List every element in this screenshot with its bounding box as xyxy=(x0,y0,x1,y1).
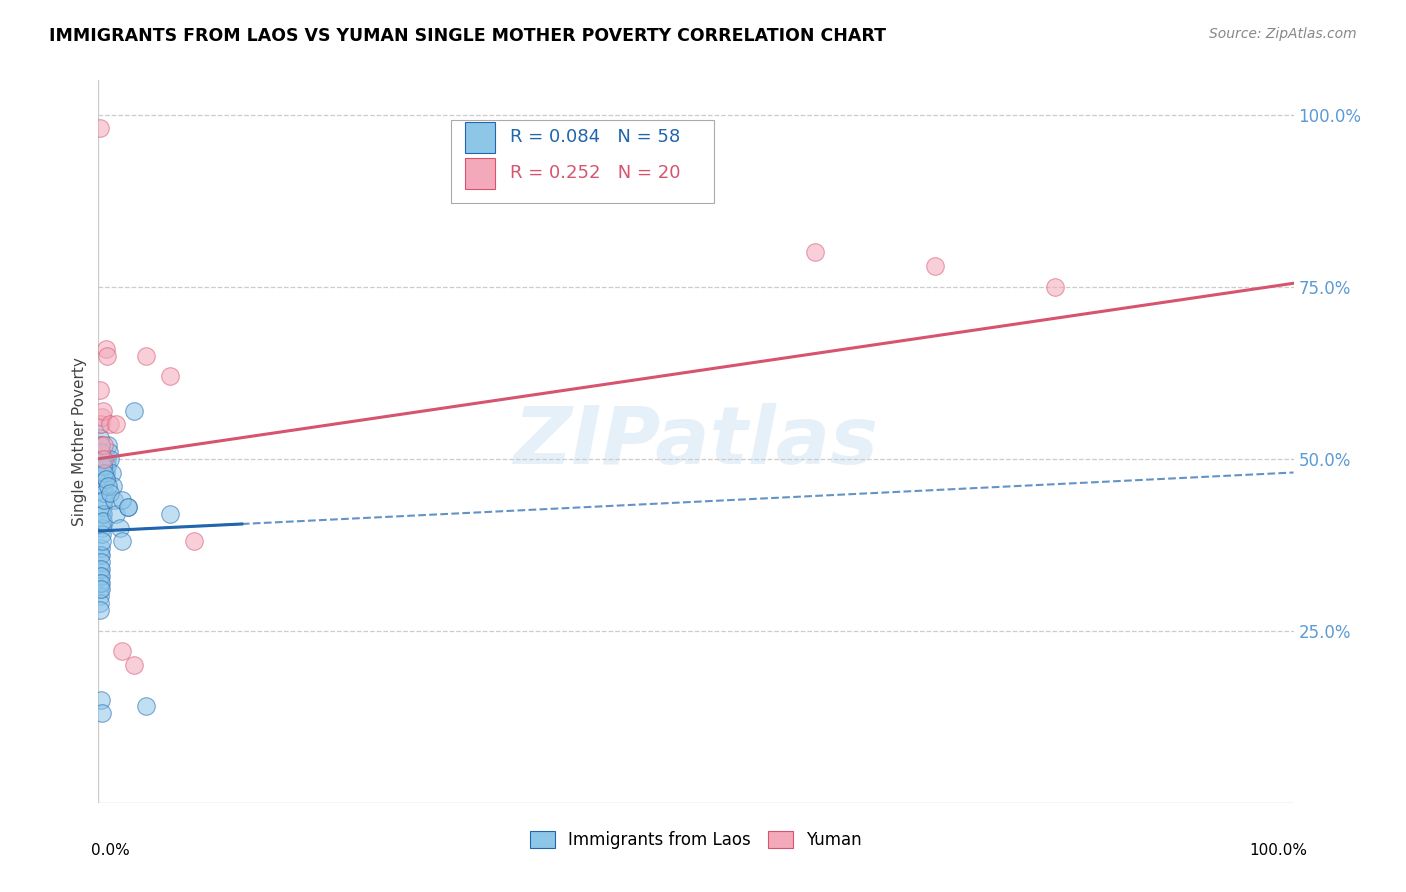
Point xyxy=(89,417,111,432)
Point xyxy=(90,575,112,590)
Point xyxy=(94,466,117,480)
Bar xyxy=(451,120,714,203)
Point xyxy=(89,548,111,562)
Point xyxy=(97,479,120,493)
Point xyxy=(90,438,112,452)
Point xyxy=(91,706,114,721)
Point xyxy=(91,500,114,514)
Point xyxy=(98,417,122,432)
Point xyxy=(90,417,112,432)
Point xyxy=(93,493,115,508)
Point xyxy=(91,534,114,549)
Point xyxy=(96,349,118,363)
Point xyxy=(159,507,181,521)
Point xyxy=(90,445,112,459)
Text: R = 0.084   N = 58: R = 0.084 N = 58 xyxy=(509,128,679,146)
Point xyxy=(91,458,114,473)
Point xyxy=(94,472,117,486)
Point xyxy=(96,458,118,473)
Point xyxy=(90,692,112,706)
Point xyxy=(111,493,134,508)
Point xyxy=(89,568,111,582)
Point xyxy=(124,658,146,673)
Point xyxy=(105,417,128,432)
Point xyxy=(108,520,131,534)
Point xyxy=(101,479,124,493)
Point xyxy=(924,259,946,273)
Point xyxy=(111,644,134,658)
Point xyxy=(96,451,118,466)
Point xyxy=(105,507,128,521)
Text: 100.0%: 100.0% xyxy=(1250,843,1308,858)
Point xyxy=(93,479,115,493)
Y-axis label: Single Mother Poverty: Single Mother Poverty xyxy=(72,357,87,526)
Point xyxy=(89,603,111,617)
Point xyxy=(159,369,181,384)
Point xyxy=(111,534,134,549)
Point xyxy=(98,445,121,459)
Point xyxy=(93,451,115,466)
Point xyxy=(91,507,114,521)
Point xyxy=(89,431,111,445)
Legend: Immigrants from Laos, Yuman: Immigrants from Laos, Yuman xyxy=(523,824,869,856)
Point xyxy=(89,383,111,397)
Point xyxy=(90,541,112,556)
Point xyxy=(90,438,112,452)
Point xyxy=(93,438,115,452)
Point xyxy=(89,575,111,590)
FancyBboxPatch shape xyxy=(465,122,495,153)
Text: R = 0.252   N = 20: R = 0.252 N = 20 xyxy=(509,164,681,183)
Point xyxy=(103,493,125,508)
Point xyxy=(124,403,146,417)
Point xyxy=(94,472,117,486)
Point xyxy=(91,403,114,417)
Point xyxy=(91,520,114,534)
Point xyxy=(93,466,115,480)
Point xyxy=(135,699,157,714)
Point xyxy=(89,582,111,597)
Text: 0.0%: 0.0% xyxy=(91,843,131,858)
Point xyxy=(89,590,111,604)
Point xyxy=(91,410,114,425)
Point xyxy=(91,451,114,466)
Point xyxy=(91,514,114,528)
Point xyxy=(90,568,112,582)
Point xyxy=(91,514,114,528)
Point xyxy=(97,438,120,452)
Point xyxy=(98,451,122,466)
Text: Source: ZipAtlas.com: Source: ZipAtlas.com xyxy=(1209,27,1357,41)
Text: IMMIGRANTS FROM LAOS VS YUMAN SINGLE MOTHER POVERTY CORRELATION CHART: IMMIGRANTS FROM LAOS VS YUMAN SINGLE MOT… xyxy=(49,27,886,45)
Point xyxy=(117,500,139,514)
Point xyxy=(183,534,205,549)
Point xyxy=(135,349,157,363)
Point xyxy=(94,342,117,356)
Point xyxy=(100,466,122,480)
Point xyxy=(91,507,114,521)
Point xyxy=(90,548,112,562)
FancyBboxPatch shape xyxy=(465,158,495,189)
Point xyxy=(804,245,827,260)
Point xyxy=(89,562,111,576)
Point xyxy=(90,555,112,569)
Point xyxy=(90,562,112,576)
Text: ZIPatlas: ZIPatlas xyxy=(513,402,879,481)
Point xyxy=(89,121,111,136)
Point xyxy=(93,486,115,500)
Point xyxy=(90,582,112,597)
Point xyxy=(91,527,114,541)
Point xyxy=(98,486,122,500)
Point xyxy=(117,500,139,514)
Point xyxy=(1043,279,1066,293)
Point xyxy=(91,493,114,508)
Point xyxy=(89,596,111,610)
